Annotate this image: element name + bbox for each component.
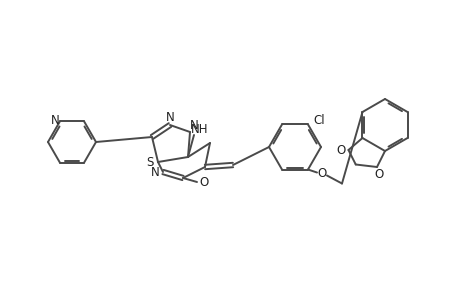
Text: N: N (150, 167, 159, 179)
Text: NH: NH (191, 122, 208, 136)
Text: O: O (374, 169, 383, 182)
Text: N: N (50, 114, 59, 127)
Text: O: O (199, 176, 208, 188)
Text: O: O (336, 143, 345, 157)
Text: O: O (317, 167, 326, 180)
Text: Cl: Cl (313, 114, 324, 127)
Text: N: N (189, 118, 198, 131)
Text: S: S (146, 155, 153, 169)
Text: N: N (165, 110, 174, 124)
